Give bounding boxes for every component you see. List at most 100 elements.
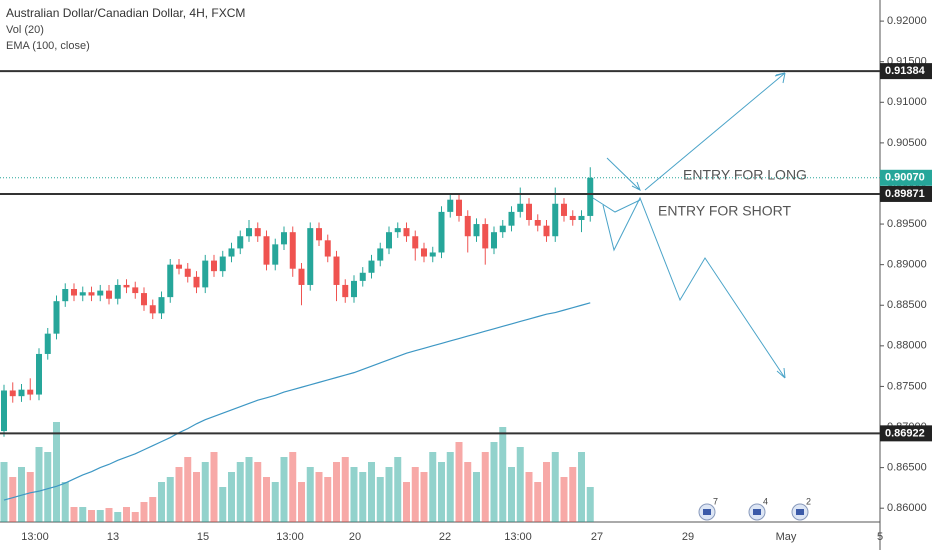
volume-bar [315,472,323,522]
candle-body [394,228,401,233]
candle-body [412,236,419,249]
level-label: 0.91384 [885,65,926,77]
x-tick-label: 13:00 [276,531,304,543]
volume-bar [158,482,165,522]
volume-bar [333,462,340,522]
volume-bar [280,457,288,522]
last-price-label-bg [880,169,932,186]
level-label-bg [880,425,932,442]
volume-bar [175,467,183,522]
volume-bar [376,477,384,522]
candle-body [79,292,86,296]
candle-body [9,390,16,397]
volume-bar [0,462,8,522]
y-tick-label: 0.88000 [887,340,927,352]
y-tick-label: 0.86500 [887,462,927,474]
annotation: ENTRY FOR LONG [683,167,807,183]
drawings [592,72,786,379]
candle-body [578,215,585,221]
candle-body [97,290,104,296]
volume-bar [263,477,270,522]
event-flag [796,509,804,515]
candle-body [359,272,366,281]
volume-bar [114,512,122,522]
arrow-head [774,72,786,84]
x-tick-label: 22 [439,531,451,543]
candle-body [447,199,454,212]
indicator-label: Vol (20) [6,24,44,36]
candle-body [508,211,515,226]
candle-body [281,232,287,245]
candle-body [491,232,497,249]
candle-body [219,256,226,272]
y-tick-label: 0.90500 [887,137,927,149]
candle-body [464,215,471,237]
candle-body [149,305,156,314]
volume-bar [551,452,559,522]
volume-bar [578,452,585,522]
candle-body [456,199,462,216]
volume-bar [560,477,568,522]
candle-body [351,280,357,298]
candle-body [377,248,384,261]
volume-bar [473,472,480,522]
volume-bar [324,477,332,522]
last-price-label: 0.90070 [885,172,925,184]
x-tick-label: 13:00 [504,531,532,543]
volume-bar [140,502,148,522]
candle-body [88,292,95,296]
candle-body [36,353,42,395]
candle-body [44,333,51,354]
y-tick-label: 0.92000 [887,15,927,27]
indicator-label: EMA (100, close) [6,40,90,52]
candle-body [552,203,559,237]
candle-body [114,284,121,299]
volume-bar [236,462,244,522]
y-tick-label: 0.89500 [887,218,927,230]
volume-bar [184,457,192,522]
volume-bar [341,457,349,522]
volume-bar [499,427,507,522]
candle-body [587,177,594,216]
candle-body [368,260,375,273]
volume-bar [131,512,139,522]
candle-body [517,203,524,212]
candle-body [342,284,349,298]
candle-body [62,289,69,302]
x-tick-label: 5 [877,531,883,543]
arrow [602,196,786,379]
candle-body [263,236,270,265]
y-tick-label: 0.89000 [887,259,927,271]
candle-body [167,264,174,298]
candle-body [324,240,331,257]
volume-bar [525,472,533,522]
candle-body [141,293,147,306]
volume-bar [508,467,515,522]
event-count: 7 [713,496,718,506]
candle-body [421,248,427,257]
volume-bar [193,472,200,522]
x-tick-label: 27 [591,531,603,543]
volume-bar [455,442,463,522]
y-tick-label: 0.88500 [887,299,927,311]
volume-bar [96,510,104,522]
event-count: 4 [763,496,768,506]
volume-bar [18,467,25,522]
volume-bar [53,422,60,522]
annotation: ENTRY FOR SHORT [658,203,791,219]
arrow [592,197,641,213]
volume-bar [543,462,550,522]
volume-bar [411,467,419,522]
volume-bar [481,452,489,522]
event-count: 2 [806,496,811,506]
candle-body [211,260,217,272]
event-flag [753,509,761,515]
candle-body [184,268,191,277]
candle-body [237,236,244,249]
volume-bar [298,482,305,522]
volume-bar [44,452,52,522]
volume-bar [210,452,218,522]
candle-body [561,203,567,216]
candle-body [534,220,541,226]
